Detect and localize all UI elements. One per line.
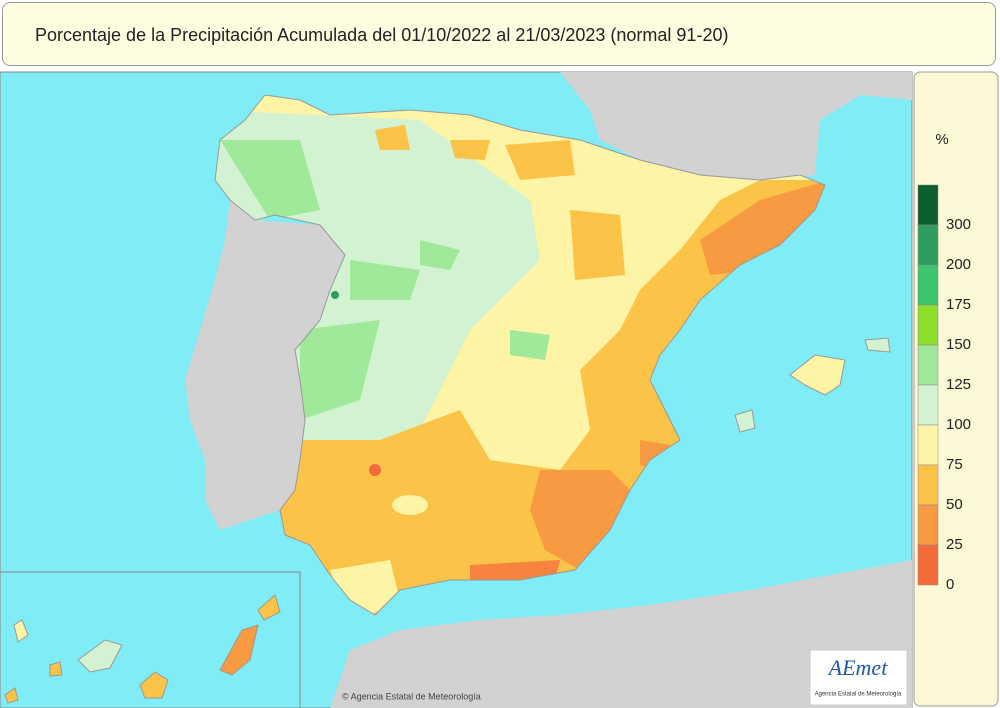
credit: © Agencia Estatal de Meteorología bbox=[342, 691, 481, 701]
legend-swatch bbox=[917, 344, 939, 386]
france bbox=[560, 72, 912, 180]
island bbox=[13, 619, 29, 643]
canarias-inset bbox=[0, 571, 301, 708]
legend-label: 200 bbox=[946, 256, 971, 273]
legend-swatch bbox=[917, 264, 939, 306]
legend-label: 75 bbox=[946, 456, 963, 473]
africa bbox=[330, 560, 912, 708]
legend-swatch bbox=[917, 184, 939, 226]
legend-label: 125 bbox=[946, 376, 971, 393]
island bbox=[77, 639, 123, 673]
menorca bbox=[864, 337, 891, 353]
island bbox=[139, 671, 169, 699]
logo-box bbox=[809, 649, 908, 706]
mallorca bbox=[789, 354, 846, 396]
legend-swatch bbox=[917, 384, 939, 426]
legend-swatch bbox=[917, 504, 939, 546]
legend-label: 25 bbox=[946, 536, 963, 553]
zone-25-50 bbox=[530, 180, 825, 570]
zone-red-coast bbox=[470, 560, 560, 580]
zone-red-spot bbox=[369, 464, 381, 476]
legend-label: 175 bbox=[946, 296, 971, 313]
logo-subtitle: Agencia Estatal de Meteorología bbox=[815, 692, 902, 698]
legend-swatch bbox=[917, 424, 939, 466]
ibiza bbox=[734, 409, 756, 433]
logo-name: AEmet bbox=[827, 655, 889, 680]
title-box: Porcentaje de la Precipitación Acumulada… bbox=[2, 2, 996, 66]
zone-green-spot bbox=[331, 291, 339, 299]
legend-unit: % bbox=[935, 131, 948, 148]
legend-label: 50 bbox=[946, 496, 963, 513]
legend: 300 200 175 150 125 100 75 50 25 0 bbox=[917, 184, 971, 593]
legend-label: 300 bbox=[946, 216, 971, 233]
legend-swatch bbox=[917, 464, 939, 506]
zone-75-100-south bbox=[392, 495, 428, 515]
island bbox=[4, 687, 19, 704]
zone-50-75-north bbox=[375, 125, 625, 280]
map-title: Porcentaje de la Precipitación Acumulada… bbox=[35, 25, 729, 45]
zone-125-150 bbox=[220, 140, 550, 420]
island bbox=[219, 624, 259, 676]
legend-label: 0 bbox=[946, 576, 954, 593]
legend-label: 150 bbox=[946, 336, 971, 353]
island bbox=[257, 594, 281, 621]
legend-swatch bbox=[917, 304, 939, 346]
legend-swatch bbox=[917, 544, 939, 586]
legend-swatch bbox=[917, 224, 939, 266]
legend-label: 100 bbox=[946, 416, 971, 433]
island bbox=[49, 661, 63, 677]
portugal bbox=[185, 200, 345, 530]
